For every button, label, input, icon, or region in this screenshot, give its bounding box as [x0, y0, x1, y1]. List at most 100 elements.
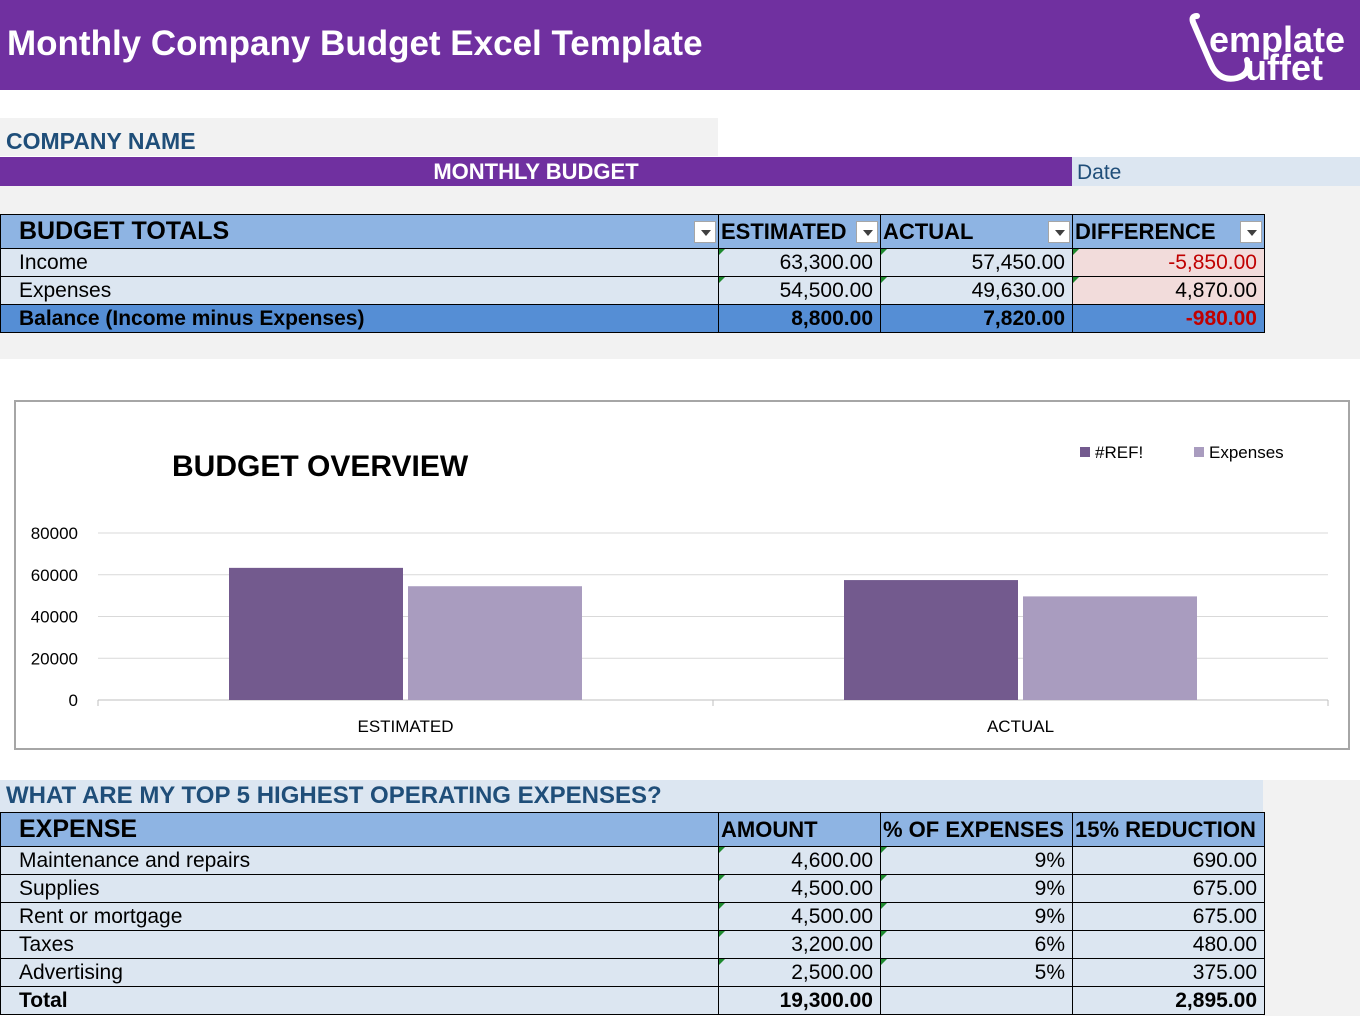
- header-difference: DIFFERENCE: [1072, 214, 1265, 249]
- table-row: Rent or mortgage 4,500.00 9% 675.00: [0, 902, 1265, 931]
- error-indicator-icon: [881, 903, 887, 909]
- expense-amount[interactable]: 4,500.00: [718, 874, 881, 903]
- expense-pct[interactable]: 6%: [880, 930, 1073, 959]
- error-indicator-icon: [881, 959, 887, 965]
- y-tick-label: 0: [69, 691, 78, 710]
- income-estimated[interactable]: 63,300.00: [718, 248, 881, 277]
- header-pct-of-expenses: % OF EXPENSES: [880, 812, 1073, 847]
- expense-reduction[interactable]: 675.00: [1072, 902, 1265, 931]
- expenses-question-cell: [0, 780, 1263, 812]
- chart-title: BUDGET OVERVIEW: [172, 450, 469, 483]
- filter-dropdown-icon[interactable]: [856, 221, 878, 243]
- header-estimated: ESTIMATED: [718, 214, 881, 249]
- y-tick-label: 40000: [31, 608, 78, 627]
- balance-difference[interactable]: -980.00: [1072, 304, 1265, 333]
- expense-reduction[interactable]: 675.00: [1072, 874, 1265, 903]
- y-tick-label: 20000: [31, 649, 78, 668]
- sheet-background: [1263, 780, 1360, 1016]
- error-indicator-icon: [1073, 249, 1079, 255]
- budget-totals-table: BUDGET TOTALS ESTIMATED ACTUAL DIFFERENC…: [0, 214, 1265, 333]
- bar-expenses-actual: [1023, 596, 1197, 700]
- expense-pct[interactable]: 9%: [880, 902, 1073, 931]
- company-name: COMPANY NAME: [6, 128, 196, 154]
- total-reduction[interactable]: 2,895.00: [1072, 986, 1265, 1015]
- svg-text:emplate: emplate: [1209, 19, 1345, 60]
- legend-swatch: [1080, 447, 1090, 457]
- expenses-estimated[interactable]: 54,500.00: [718, 276, 881, 305]
- filter-dropdown-icon[interactable]: [694, 221, 716, 243]
- error-indicator-icon: [719, 931, 725, 937]
- balance-actual[interactable]: 7,820.00: [880, 304, 1073, 333]
- total-row: Total 19,300.00 2,895.00: [0, 986, 1265, 1015]
- expenses-question: WHAT ARE MY TOP 5 HIGHEST OPERATING EXPE…: [6, 782, 662, 809]
- income-actual[interactable]: 57,450.00: [880, 248, 1073, 277]
- y-tick-label: 80000: [31, 524, 78, 543]
- error-indicator-icon: [881, 931, 887, 937]
- income-difference[interactable]: -5,850.00: [1072, 248, 1265, 277]
- table-row: Supplies 4,500.00 9% 675.00: [0, 874, 1265, 903]
- total-amount[interactable]: 19,300.00: [718, 986, 881, 1015]
- monthly-budget-label: MONTHLY BUDGET: [433, 159, 639, 184]
- row-label-balance[interactable]: Balance (Income minus Expenses): [0, 304, 719, 333]
- x-tick-label: ESTIMATED: [357, 717, 453, 736]
- expense-amount[interactable]: 2,500.00: [718, 958, 881, 987]
- bar-ref-actual: [844, 580, 1018, 700]
- svg-text:uffet: uffet: [1245, 47, 1323, 86]
- expenses-actual[interactable]: 49,630.00: [880, 276, 1073, 305]
- expense-name[interactable]: Advertising: [0, 958, 719, 987]
- error-indicator-icon: [1073, 277, 1079, 283]
- title-banner: [0, 0, 1360, 90]
- y-tick-label: 60000: [31, 566, 78, 585]
- legend-label: #REF!: [1095, 443, 1143, 462]
- expense-reduction[interactable]: 480.00: [1072, 930, 1265, 959]
- monthly-budget-bar: [0, 157, 1072, 186]
- expense-name[interactable]: Maintenance and repairs: [0, 846, 719, 875]
- table-row: Taxes 3,200.00 6% 480.00: [0, 930, 1265, 959]
- expense-reduction[interactable]: 375.00: [1072, 958, 1265, 987]
- table-row: Advertising 2,500.00 5% 375.00: [0, 958, 1265, 987]
- error-indicator-icon: [719, 875, 725, 881]
- company-name-cell[interactable]: [0, 118, 718, 156]
- date-label: Date: [1077, 161, 1122, 184]
- legend-swatch: [1194, 447, 1204, 457]
- expense-amount[interactable]: 3,200.00: [718, 930, 881, 959]
- expenses-difference[interactable]: 4,870.00: [1072, 276, 1265, 305]
- total-label[interactable]: Total: [0, 986, 719, 1015]
- row-label-income[interactable]: Income: [0, 248, 719, 277]
- expense-amount[interactable]: 4,600.00: [718, 846, 881, 875]
- expense-amount[interactable]: 4,500.00: [718, 902, 881, 931]
- error-indicator-icon: [719, 959, 725, 965]
- chart-canvas: BUDGET OVERVIEW 0 20000 40000 60000 80000 ESTI…: [31, 443, 1329, 736]
- error-indicator-icon: [719, 903, 725, 909]
- header-expense: EXPENSE: [0, 812, 719, 847]
- error-indicator-icon: [881, 847, 887, 853]
- filter-dropdown-icon[interactable]: [1048, 221, 1070, 243]
- expense-pct[interactable]: 5%: [880, 958, 1073, 987]
- expense-name[interactable]: Supplies: [0, 874, 719, 903]
- expense-name[interactable]: Taxes: [0, 930, 719, 959]
- date-cell[interactable]: [1072, 157, 1360, 186]
- error-indicator-icon: [719, 249, 725, 255]
- template-buffet-logo: emplate uffet: [1189, 13, 1345, 86]
- budget-overview-chart[interactable]: BUDGET OVERVIEW 0 20000 40000 60000 80000 ESTI…: [14, 400, 1350, 750]
- expense-name[interactable]: Rent or mortgage: [0, 902, 719, 931]
- expense-pct[interactable]: 9%: [880, 874, 1073, 903]
- legend-label: Expenses: [1209, 443, 1284, 462]
- error-indicator-icon: [881, 875, 887, 881]
- table-row: Income 63,300.00 57,450.00 -5,850.00: [0, 248, 1265, 277]
- header-budget-totals: BUDGET TOTALS: [0, 214, 719, 249]
- top-expenses-table: EXPENSE AMOUNT % OF EXPENSES 15% REDUCTI…: [0, 812, 1265, 1015]
- table-row: Maintenance and repairs 4,600.00 9% 690.…: [0, 846, 1265, 875]
- x-tick-label: ACTUAL: [987, 717, 1054, 736]
- total-pct[interactable]: [880, 986, 1073, 1015]
- error-indicator-icon: [881, 249, 887, 255]
- bar-expenses-estimated: [408, 586, 582, 700]
- error-indicator-icon: [719, 277, 725, 283]
- row-label-expenses[interactable]: Expenses: [0, 276, 719, 305]
- expense-reduction[interactable]: 690.00: [1072, 846, 1265, 875]
- header-reduction: 15% REDUCTION: [1072, 812, 1265, 847]
- filter-dropdown-icon[interactable]: [1240, 221, 1262, 243]
- expense-pct[interactable]: 9%: [880, 846, 1073, 875]
- page-title: Monthly Company Budget Excel Template: [7, 24, 703, 63]
- balance-estimated[interactable]: 8,800.00: [718, 304, 881, 333]
